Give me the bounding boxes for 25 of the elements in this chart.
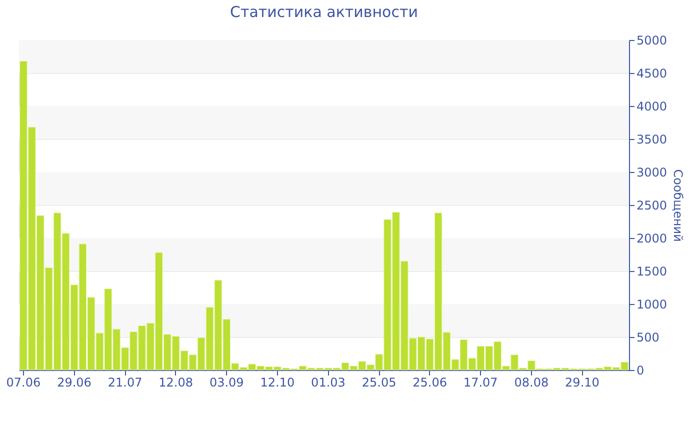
x-tick-label: 21.07 xyxy=(108,376,142,390)
x-tick-label: 01.03 xyxy=(311,376,346,390)
x-tick-label: 12.10 xyxy=(260,376,295,390)
chart-title: Статистика активности xyxy=(230,3,418,21)
y-tick-label: 3500 xyxy=(636,132,668,146)
y-tick-label: 4500 xyxy=(636,66,668,80)
y-tick-label: 2500 xyxy=(636,198,668,212)
x-tick-label: 03.09 xyxy=(209,376,244,390)
y-tick-label: 5000 xyxy=(636,34,668,48)
x-tick-label: 25.06 xyxy=(412,376,448,390)
y-tick-label: 0 xyxy=(636,364,644,378)
y-tick-label: 1000 xyxy=(636,298,668,312)
y-tick-label: 3000 xyxy=(636,166,668,180)
x-tick-label: 12.08 xyxy=(158,376,194,390)
x-tick-label: 25.05 xyxy=(362,376,396,390)
y-axis-title: Сообщений xyxy=(671,169,686,242)
x-tick-label: 07.06 xyxy=(6,376,41,390)
x-tick-label: 29.06 xyxy=(57,376,92,390)
y-tick-label: 2000 xyxy=(636,232,668,246)
x-tick-label: 17.07 xyxy=(463,376,498,390)
y-tick-label: 1500 xyxy=(636,264,668,278)
y-tick-label: 4000 xyxy=(636,100,668,114)
x-tick-label: 29.10 xyxy=(565,376,600,390)
x-tick-label: 08.08 xyxy=(514,376,549,390)
y-tick-label: 500 xyxy=(636,330,660,344)
